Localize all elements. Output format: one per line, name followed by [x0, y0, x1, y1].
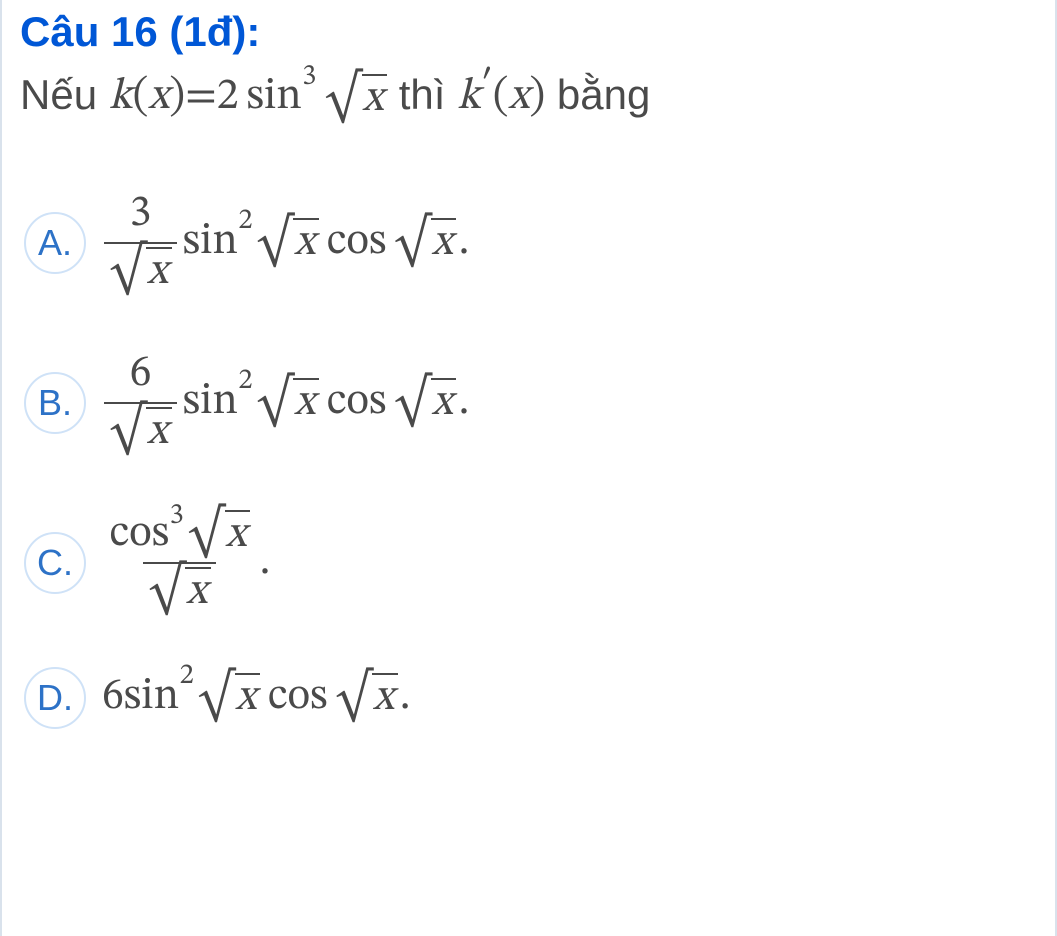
surd-icon: √: [188, 511, 225, 557]
stem-arg2-var: x: [508, 69, 529, 126]
option-a-sin-exp: 2: [238, 203, 252, 239]
surd-icon: √: [198, 675, 235, 721]
option-a-period: .: [459, 215, 470, 270]
option-d-coef: 6: [102, 670, 124, 725]
option-b-den-sqrt: √x: [109, 407, 171, 455]
option-a-letter: A.: [24, 212, 86, 274]
option-b-den-var: x: [147, 410, 168, 454]
stem-prime: ′: [481, 60, 493, 111]
question-stem: Nếu k(x) = 2sin3√x thì k′ (x) bằng: [20, 68, 1037, 127]
option-b-sqrt2: √x: [394, 378, 456, 426]
option-b-formula: 6 √x sin2√xcos√x.: [102, 347, 469, 459]
option-c-num-sqrt: √x: [188, 510, 250, 558]
option-b-sqrt2-var: x: [432, 381, 453, 425]
stem-formula-lhs: k(x) = 2sin3√x: [109, 69, 387, 126]
option-d-sin: sin: [124, 670, 179, 725]
option-d-sin-exp: 2: [180, 658, 194, 694]
option-d[interactable]: D. 6sin2√xcos√x.: [24, 667, 1037, 729]
stem-paren-close: ): [169, 69, 185, 126]
option-c-cos-exp: 3: [170, 501, 184, 530]
stem-funcp: k: [457, 69, 481, 126]
surd-icon: √: [394, 380, 431, 426]
surd-icon: √: [109, 408, 146, 454]
option-b-sqrt1: √x: [257, 378, 319, 426]
surd-icon: √: [257, 380, 294, 426]
option-b-frac: 6 √x: [104, 347, 177, 459]
option-b-letter: B.: [24, 372, 86, 434]
option-d-formula: 6sin2√xcos√x.: [102, 670, 411, 725]
option-c-num: cos3√x: [104, 507, 255, 562]
option-d-period: .: [400, 670, 411, 725]
option-a-den-var: x: [147, 250, 168, 294]
option-d-sqrt2: √x: [335, 673, 397, 721]
option-a-sin: sin: [183, 215, 238, 270]
option-b-cos: cos: [327, 375, 387, 430]
question-card: Câu 16 (1đ): Nếu k(x) = 2sin3√x thì k′ (…: [0, 0, 1057, 936]
option-d-sqrt2-var: x: [373, 676, 394, 720]
option-c-period: .: [260, 535, 271, 590]
stem-formula-rhs: k′ (x): [457, 69, 545, 126]
option-a-frac: 3 √x: [104, 187, 177, 299]
surd-icon: √: [335, 675, 372, 721]
option-d-letter: D.: [24, 667, 86, 729]
option-b-sin: sin: [183, 375, 238, 430]
question-title: Câu 16 (1đ):: [20, 8, 1037, 56]
option-c-frac: cos3√x √x: [104, 507, 255, 619]
surd-icon: √: [149, 568, 186, 614]
option-a-cos: cos: [327, 215, 387, 270]
option-a-sqrt2: √x: [394, 218, 456, 266]
option-d-sqrt1: √x: [198, 673, 260, 721]
stem-coef: 2: [217, 69, 239, 126]
stem-sin-exp: 3: [302, 58, 316, 95]
option-b-period: .: [459, 375, 470, 430]
option-c-den-sqrt: √x: [149, 567, 211, 615]
option-b-num: 6: [124, 347, 156, 402]
option-b-sin-exp: 2: [238, 363, 252, 399]
stem-func: k: [109, 69, 133, 126]
stem-arg-var: x: [148, 69, 169, 126]
option-a-formula: 3 √x sin2√xcos√x.: [102, 187, 469, 299]
option-c[interactable]: C. cos3√x √x .: [24, 507, 1037, 619]
stem-text-mid: thì: [387, 71, 457, 118]
option-d-sqrt1-var: x: [235, 676, 256, 720]
surd-icon: √: [325, 76, 362, 122]
option-a-sqrt1: √x: [257, 218, 319, 266]
option-b-sqrt1-var: x: [294, 381, 315, 425]
option-c-den: √x: [143, 562, 216, 619]
option-d-cos: cos: [268, 670, 328, 725]
stem-eq: =: [185, 69, 217, 126]
stem-paren-open: (: [133, 69, 149, 126]
surd-icon: √: [394, 220, 431, 266]
option-c-cos: cos: [109, 512, 169, 556]
stem-paren2-open: (: [493, 69, 509, 126]
stem-sin: sin: [246, 69, 301, 126]
stem-sqrt-var: x: [362, 77, 383, 121]
surd-icon: √: [109, 248, 146, 294]
option-c-num-sqrt-var: x: [225, 513, 246, 557]
option-c-letter: C.: [24, 532, 86, 594]
stem-text-prefix: Nếu: [20, 71, 109, 118]
stem-text-suffix: bằng: [545, 71, 650, 118]
option-c-den-var: x: [186, 570, 207, 614]
options-list: A. 3 √x sin2√xcos√x. B. 6 √x sin2√xcos√x…: [20, 187, 1037, 729]
option-a-num: 3: [124, 187, 156, 242]
option-a-sqrt2-var: x: [432, 221, 453, 265]
option-b[interactable]: B. 6 √x sin2√xcos√x.: [24, 347, 1037, 459]
stem-paren2-close: ): [530, 69, 546, 126]
option-a[interactable]: A. 3 √x sin2√xcos√x.: [24, 187, 1037, 299]
surd-icon: √: [257, 220, 294, 266]
stem-sqrt: √x: [325, 74, 387, 122]
option-a-sqrt1-var: x: [294, 221, 315, 265]
option-c-formula: cos3√x √x .: [102, 507, 270, 619]
option-a-den-sqrt: √x: [109, 247, 171, 295]
